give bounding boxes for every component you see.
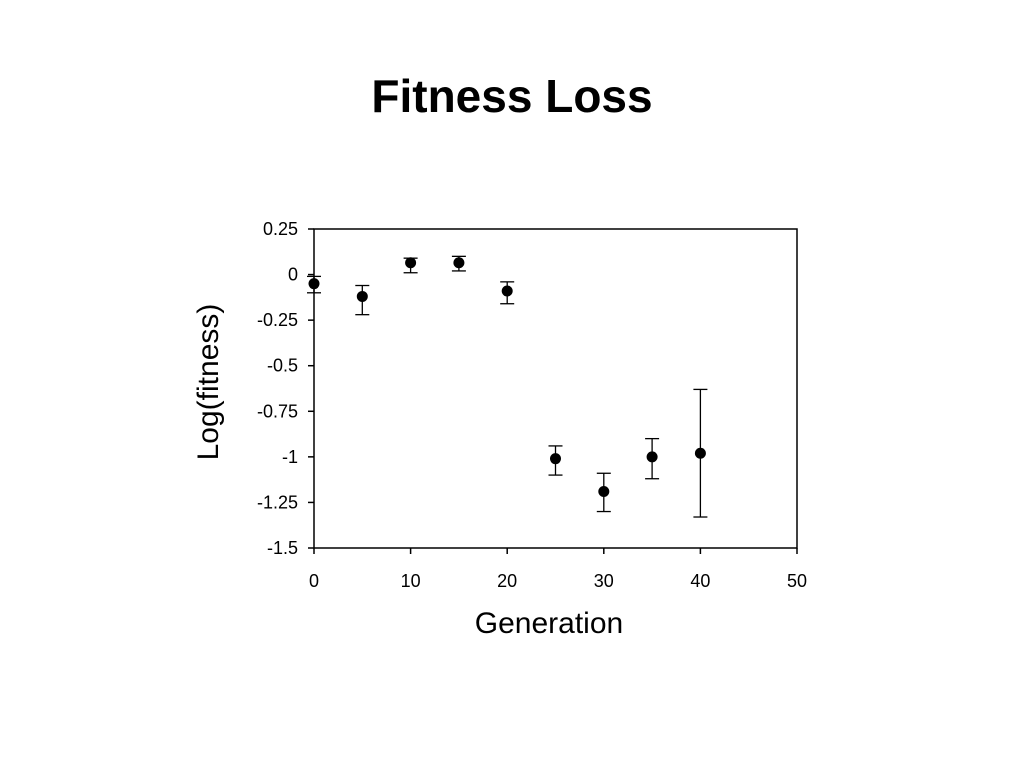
x-tick-label: 0 (309, 571, 319, 591)
data-point (598, 485, 610, 497)
x-tick-label: 10 (401, 571, 421, 591)
data-point-group (355, 284, 370, 316)
x-axis-title: Generation (475, 607, 623, 640)
data-point-group (693, 388, 708, 518)
data-point (405, 257, 417, 269)
data-point-group (307, 275, 321, 294)
y-tick-label: 0 (288, 265, 298, 285)
data-point (356, 290, 368, 302)
y-tick-label: -1.25 (257, 492, 298, 512)
data-point-group (645, 437, 660, 480)
y-tick-label: -0.25 (257, 310, 298, 330)
data-point (646, 451, 658, 463)
y-tick-label: -1 (282, 447, 298, 467)
y-tick-label: -0.5 (267, 356, 298, 376)
data-point-group (596, 472, 611, 513)
data-point (501, 285, 513, 297)
data-point-group (451, 255, 466, 272)
data-point (453, 257, 465, 269)
x-tick-label: 40 (690, 571, 710, 591)
x-axis: 0 10 20 30 40 50 (309, 548, 807, 591)
chart-title: Fitness Loss (371, 70, 653, 122)
y-axis: 0.25 0 -0.25 -0.5 -0.75 -1 -1.25 -1.5 (257, 219, 314, 558)
x-tick-label: 20 (497, 571, 517, 591)
data-point (550, 453, 561, 465)
data-point (694, 447, 706, 459)
plot-frame (313, 228, 798, 549)
data-point (308, 278, 320, 290)
data-series (307, 255, 708, 518)
data-point-group (500, 281, 515, 305)
y-tick-label: 0.25 (263, 219, 298, 239)
x-tick-label: 30 (594, 571, 614, 591)
x-tick-label: 50 (787, 571, 807, 591)
y-axis-title: Log(fitness) (192, 304, 225, 461)
y-tick-label: -0.75 (257, 401, 298, 421)
y-tick-label: -1.5 (267, 538, 298, 558)
data-point-group (403, 257, 418, 274)
data-point-group (548, 445, 563, 476)
